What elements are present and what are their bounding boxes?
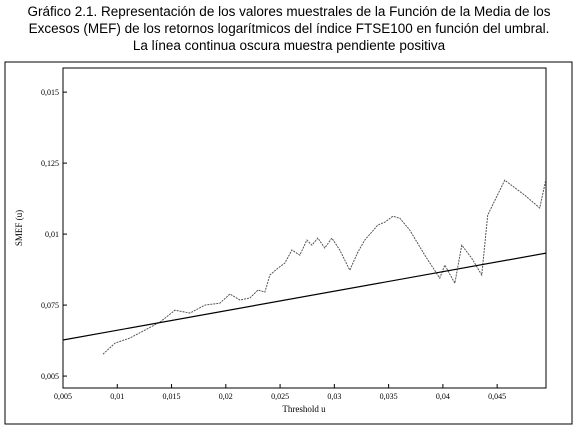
title-line: La línea continua oscura muestra pendien… [133, 38, 446, 53]
y-tick-label: 0,01 [45, 230, 59, 239]
y-tick-label: 0,015 [41, 88, 59, 97]
x-tick-label: 0,01 [110, 392, 124, 401]
y-tick-label: 0,075 [41, 301, 59, 310]
title-line: Excesos (MEF) de los retornos logarítmic… [29, 21, 550, 36]
y-tick-label: 0,125 [41, 159, 59, 168]
x-tick-label: 0,02 [219, 392, 233, 401]
series-line [102, 179, 547, 355]
x-tick-label: 0,04 [436, 392, 450, 401]
x-tick-label: 0,025 [271, 392, 289, 401]
plot-frame [62, 67, 547, 389]
x-tick-label: 0,03 [327, 392, 341, 401]
series-line [62, 252, 547, 341]
y-axis-label: SMEF (u) [14, 210, 24, 246]
x-tick-label: 0,005 [54, 392, 72, 401]
x-tick-label: 0,045 [488, 392, 506, 401]
x-tick-label: 0,035 [380, 392, 398, 401]
x-axis-label: Threshold u [282, 404, 326, 414]
x-tick-label: 0,015 [163, 392, 181, 401]
title-line: Gráfico 2.1. Representación de los valor… [27, 4, 550, 19]
outer-frame [4, 61, 573, 425]
y-tick-label: 0,005 [41, 372, 59, 381]
